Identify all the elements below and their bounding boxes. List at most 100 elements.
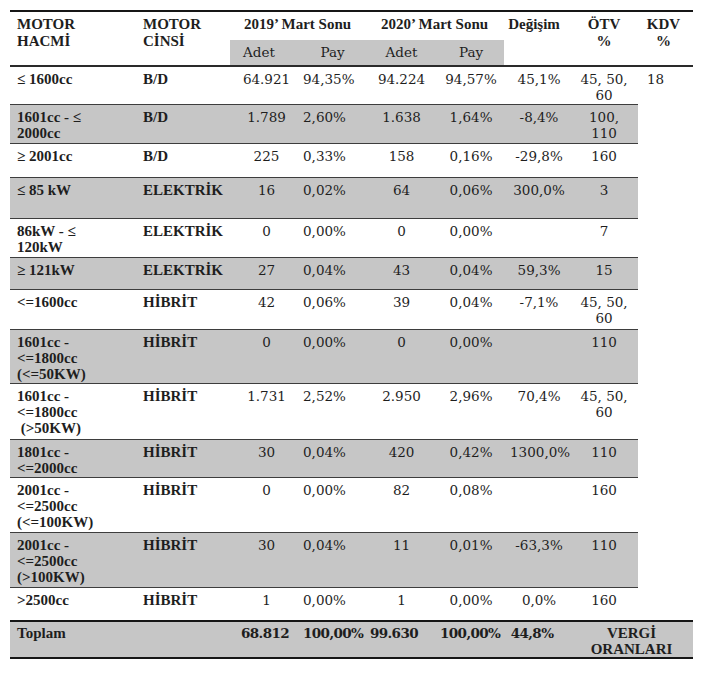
header-motor-cinsi: MOTOR CİNSİ <box>135 11 230 66</box>
cell-degisim <box>504 477 570 532</box>
cell-cins: B/D <box>135 143 230 177</box>
cell-adet2020: 0 <box>365 218 438 257</box>
cell-cins: HİBRİT <box>135 289 230 329</box>
table-body: ≤ 1600ccB/D64.92194,35%94.22494,57%45,1%… <box>10 66 693 621</box>
cell-adet2019: 0 <box>230 329 300 383</box>
cell-pay2020: 0,08% <box>438 477 504 532</box>
table-row: 2001cc - <=2500cc (<=100KW)HİBRİT00,00%8… <box>10 477 693 532</box>
cell-adet2020: 2.950 <box>365 383 438 439</box>
cell-pay2019: 0,04% <box>300 439 365 477</box>
cell-otv: 110 <box>570 439 638 477</box>
cell-cins: HİBRİT <box>135 329 230 383</box>
cell-hacim: 1801cc - <=2000cc <box>10 439 135 477</box>
table-row: 1801cc - <=2000ccHİBRİT300,04%4200,42%13… <box>10 439 693 477</box>
table-row: 1601cc - <=1800cc (>50KW)HİBRİT1.7312,52… <box>10 383 693 439</box>
cell-adet2020: 43 <box>365 257 438 289</box>
cell-adet2019: 64.921 <box>230 66 300 104</box>
cell-cins: HİBRİT <box>135 532 230 587</box>
total-pay-2019: 100,00% <box>300 621 365 658</box>
cell-pay2019: 0,00% <box>300 218 365 257</box>
cell-adet2020: 158 <box>365 143 438 177</box>
cell-hacim: 2001cc - <=2500cc (<=100KW) <box>10 477 135 532</box>
cell-otv: 160 <box>570 587 638 621</box>
cell-otv: 100, 110 <box>570 104 638 143</box>
cell-pay2020: 0,04% <box>438 257 504 289</box>
cell-degisim <box>504 329 570 383</box>
cell-pay2020: 0,00% <box>438 329 504 383</box>
header-kdv: KDV % <box>638 11 693 66</box>
cell-hacim: 1601cc - <=1800cc (>50KW) <box>10 383 135 439</box>
cell-otv: 110 <box>570 532 638 587</box>
cell-otv: 160 <box>570 477 638 532</box>
total-degisim: 44,8% <box>504 621 570 658</box>
cell-cins: HİBRİT <box>135 587 230 621</box>
cell-degisim: 0,0% <box>504 587 570 621</box>
header-adet-2019: Adet <box>230 40 300 66</box>
cell-degisim: -63,3% <box>504 532 570 587</box>
cell-hacim: ≤ 1600cc <box>10 66 135 104</box>
header-pay-2019: Pay <box>300 40 365 66</box>
header-pay-2020: Pay <box>438 40 504 66</box>
cell-adet2019: 30 <box>230 532 300 587</box>
cell-adet2020: 1.638 <box>365 104 438 143</box>
cell-adet2020: 39 <box>365 289 438 329</box>
cell-degisim: 59,3% <box>504 257 570 289</box>
table-row: 1601cc - <=1800cc (<=50KW)HİBRİT00,00%00… <box>10 329 693 383</box>
cell-hacim: ≥ 121kW <box>10 257 135 289</box>
cell-adet2020: 0 <box>365 329 438 383</box>
cell-adet2019: 27 <box>230 257 300 289</box>
cell-hacim: 86kW - ≤ 120kW <box>10 218 135 257</box>
cell-adet2019: 42 <box>230 289 300 329</box>
table-row: >2500ccHİBRİT10,00%10,00%0,0%160 <box>10 587 693 621</box>
cell-adet2020: 420 <box>365 439 438 477</box>
cell-cins: B/D <box>135 104 230 143</box>
cell-pay2020: 2,96% <box>438 383 504 439</box>
cell-adet2019: 225 <box>230 143 300 177</box>
header-adet-2020: Adet <box>365 40 438 66</box>
table-row: ≥ 121kWELEKTRİK270,04%430,04%59,3%15 <box>10 257 693 289</box>
cell-adet2020: 94.224 <box>365 66 438 104</box>
cell-pay2019: 0,00% <box>300 329 365 383</box>
header-group-2020: 2020’ Mart Sonu <box>365 11 504 40</box>
cell-degisim: -29,8% <box>504 143 570 177</box>
cell-cins: HİBRİT <box>135 477 230 532</box>
cell-hacim: ≤ 85 kW <box>10 177 135 218</box>
table-row: <=1600ccHİBRİT420,06%390,04%-7,1%45, 50,… <box>10 289 693 329</box>
vehicle-tax-table: MOTOR HACMİ MOTOR CİNSİ 2019’ Mart Sonu … <box>10 10 693 659</box>
cell-adet2019: 0 <box>230 218 300 257</box>
cell-pay2020: 94,57% <box>438 66 504 104</box>
cell-pay2019: 0,04% <box>300 532 365 587</box>
cell-degisim: -7,1% <box>504 289 570 329</box>
cell-otv: 45, 50, 60 <box>570 66 638 104</box>
total-vergi-oranlari: VERGİ ORANLARI <box>570 621 693 658</box>
cell-degisim: 45,1% <box>504 66 570 104</box>
cell-degisim: 300,0% <box>504 177 570 218</box>
cell-hacim: >2500cc <box>10 587 135 621</box>
cell-otv: 7 <box>570 218 638 257</box>
cell-cins: B/D <box>135 66 230 104</box>
total-adet-2019: 68.812 <box>230 621 300 658</box>
cell-otv: 3 <box>570 177 638 218</box>
cell-cins: ELEKTRİK <box>135 218 230 257</box>
cell-pay2020: 0,00% <box>438 218 504 257</box>
table-row: ≤ 85 kWELEKTRİK160,02%640,06%300,0%3 <box>10 177 693 218</box>
total-pay-2020: 100,00% <box>438 621 504 658</box>
cell-adet2019: 30 <box>230 439 300 477</box>
cell-pay2019: 0,04% <box>300 257 365 289</box>
cell-cins: HİBRİT <box>135 383 230 439</box>
cell-pay2019: 94,35% <box>300 66 365 104</box>
cell-pay2020: 0,01% <box>438 532 504 587</box>
cell-pay2019: 0,00% <box>300 477 365 532</box>
cell-hacim: ≥ 2001cc <box>10 143 135 177</box>
header-group-2019: 2019’ Mart Sonu <box>230 11 365 40</box>
header-motor-hacmi: MOTOR HACMİ <box>10 11 135 66</box>
table-row: ≤ 1600ccB/D64.92194,35%94.22494,57%45,1%… <box>10 66 693 104</box>
cell-hacim: 2001cc - <=2500cc (>100KW) <box>10 532 135 587</box>
cell-degisim: -8,4% <box>504 104 570 143</box>
cell-pay2020: 0,00% <box>438 587 504 621</box>
table-row: 2001cc - <=2500cc (>100KW)HİBRİT300,04% 1… <box>10 532 693 587</box>
cell-otv: 15 <box>570 257 638 289</box>
cell-adet2020: 64 <box>365 177 438 218</box>
cell-otv: 45, 50, 60 <box>570 383 638 439</box>
cell-kdv-merged: 18 <box>638 66 693 621</box>
